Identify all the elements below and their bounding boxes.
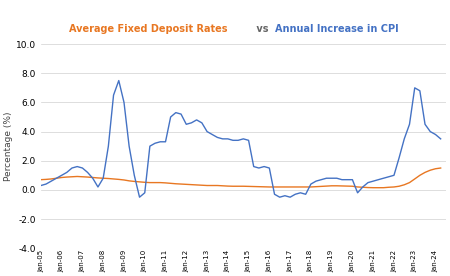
Y-axis label: Percentage (%): Percentage (%) [4,112,13,181]
Text: vs: vs [252,24,271,34]
Text: Annual Increase in CPI: Annual Increase in CPI [274,24,398,34]
Text: Average Fixed Deposit Rates: Average Fixed Deposit Rates [69,24,227,34]
